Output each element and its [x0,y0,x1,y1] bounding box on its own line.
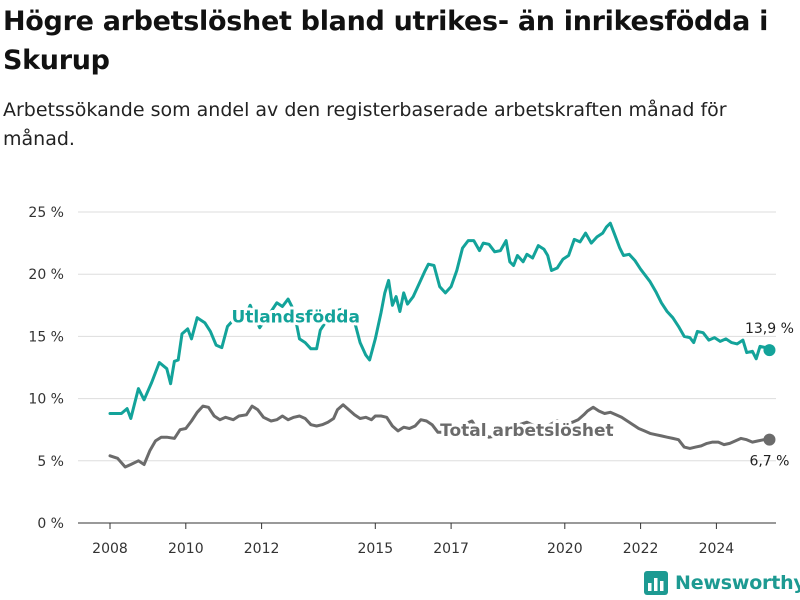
end-marker-utlandsfodda [763,344,776,357]
end-marker-total [763,433,776,446]
x-tick-label: 2017 [433,541,469,557]
x-tick-label: 2022 [623,541,659,557]
x-tick-label: 2012 [244,541,280,557]
series-label-utlandsfodda: Utlandsfödda [231,308,360,328]
end-label-utlandsfodda: 13,9 % [745,321,794,337]
x-tick-label: 2008 [92,541,128,557]
y-tick-label: 0 % [37,516,64,532]
y-tick-label: 5 % [37,454,64,470]
series-line-utlandsfodda [108,221,771,420]
x-tick-label: 2024 [699,541,735,557]
series-labels: 13,9 % 6,7 % Utlandsfödda Total arbetslöshe… [228,305,794,470]
end-label-total: 6,7 % [749,454,789,470]
brand-name: Newsworthy [675,572,800,594]
x-tick-label: 2015 [357,541,393,557]
series-lines [108,221,776,469]
newsworthy-logo: Newsworthy [644,569,800,597]
y-tick-label: 10 % [28,392,64,408]
chart-title: Högre arbetslöshet bland utrikes- än inr… [3,6,769,76]
y-tick-label: 25 % [28,205,64,221]
y-tick-label: 20 % [28,267,64,283]
x-tick-label: 2020 [547,541,583,557]
bar-chart-icon [644,571,668,595]
chart-subtitle: Arbetssökande som andel av den registerb… [3,99,727,150]
y-tick-label: 15 % [28,329,64,345]
series-line-total [108,403,771,469]
y-axis-tick-labels: 0 % 5 % 10 % 15 % 20 % 25 % [28,205,64,532]
x-tick-label: 2010 [168,541,204,557]
x-axis: 2008 2010 2012 2015 2017 2020 2022 2024 [78,522,776,557]
gridlines [78,211,776,524]
series-label-total: Total arbetslöshet [440,421,614,441]
